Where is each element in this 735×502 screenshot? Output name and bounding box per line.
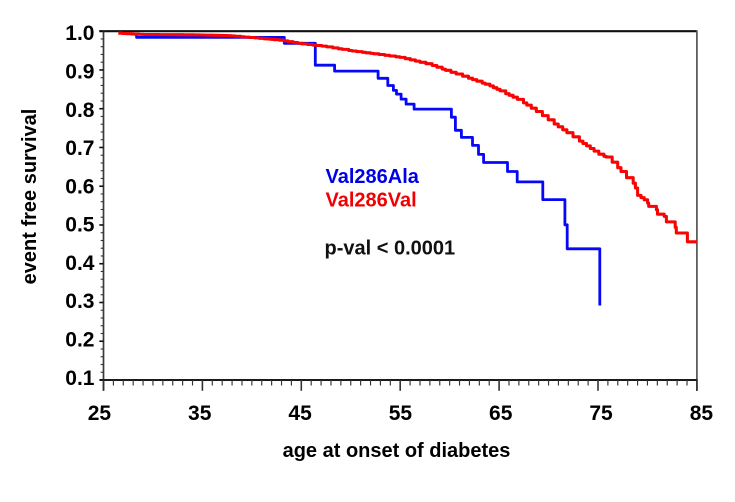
svg-text:35: 35 xyxy=(188,402,212,425)
svg-text:0.6: 0.6 xyxy=(65,175,94,198)
svg-text:0.5: 0.5 xyxy=(65,214,95,237)
svg-text:0.7: 0.7 xyxy=(65,137,94,160)
svg-text:p-val < 0.0001: p-val < 0.0001 xyxy=(325,238,456,260)
svg-text:0.4: 0.4 xyxy=(65,252,95,275)
svg-text:Val286Ala: Val286Ala xyxy=(326,166,420,188)
svg-text:45: 45 xyxy=(288,402,312,425)
svg-text:0.3: 0.3 xyxy=(65,290,94,313)
svg-text:25: 25 xyxy=(88,402,112,425)
svg-text:0.9: 0.9 xyxy=(65,61,94,84)
svg-text:65: 65 xyxy=(489,402,513,425)
svg-text:age at onset of diabetes: age at onset of diabetes xyxy=(283,440,511,462)
svg-text:event free survival: event free survival xyxy=(19,109,41,285)
svg-text:0.2: 0.2 xyxy=(65,329,94,352)
svg-text:75: 75 xyxy=(589,402,613,425)
svg-text:0.1: 0.1 xyxy=(65,367,95,390)
svg-text:0.8: 0.8 xyxy=(65,99,95,122)
svg-text:85: 85 xyxy=(690,402,714,425)
svg-text:1.0: 1.0 xyxy=(65,22,94,45)
svg-text:55: 55 xyxy=(389,402,413,425)
svg-text:Val286Val: Val286Val xyxy=(326,189,417,211)
